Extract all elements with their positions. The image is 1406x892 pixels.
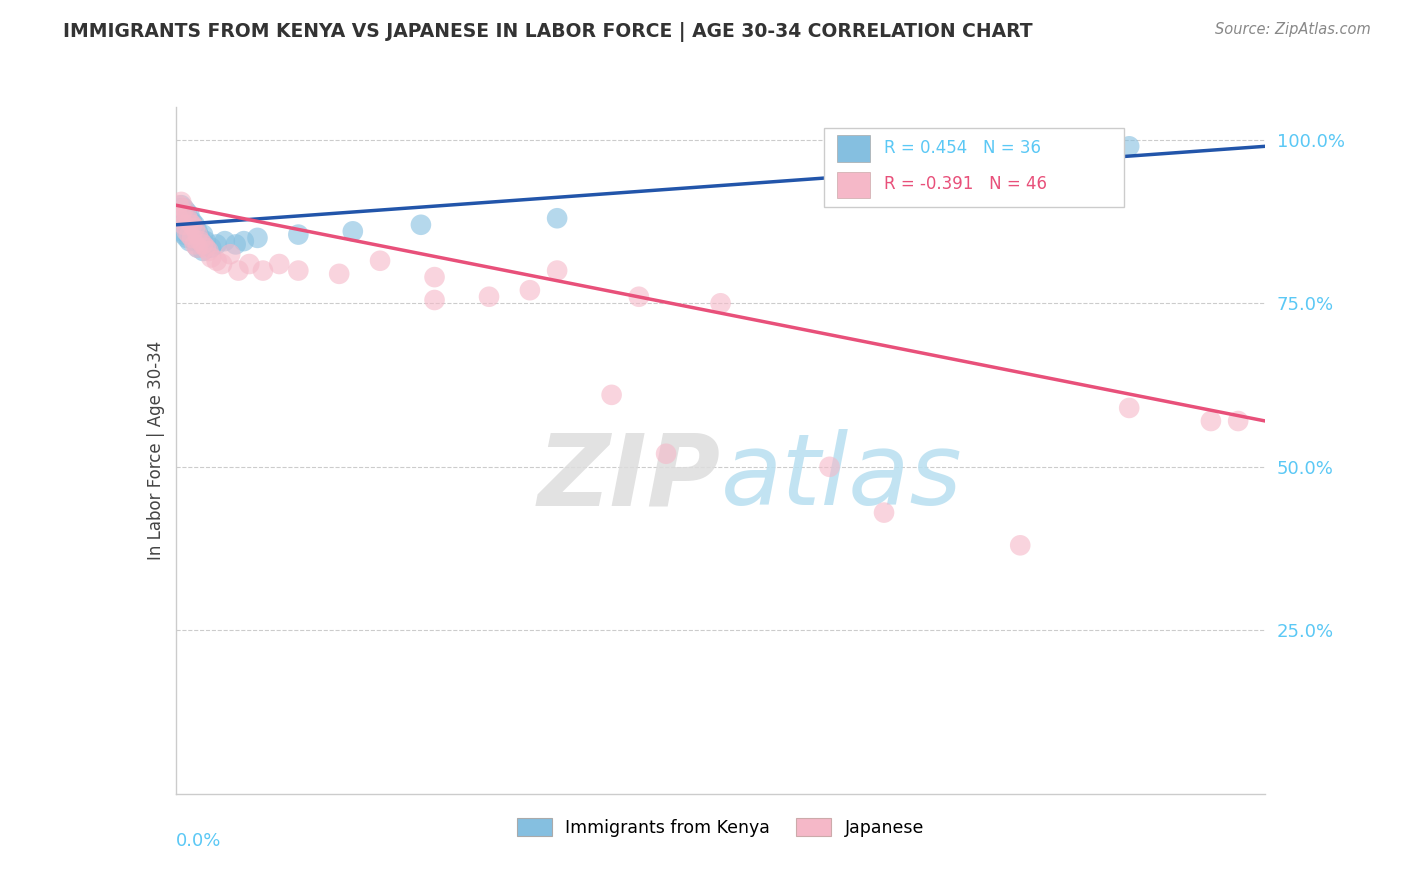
Point — [1199, 414, 1222, 428]
Text: Source: ZipAtlas.com: Source: ZipAtlas.com — [1215, 22, 1371, 37]
Point — [546, 263, 568, 277]
Text: R = 0.454   N = 36: R = 0.454 N = 36 — [884, 139, 1040, 157]
Point — [194, 234, 217, 248]
FancyBboxPatch shape — [837, 136, 870, 161]
Point — [167, 211, 190, 226]
Point — [600, 388, 623, 402]
Point — [200, 241, 222, 255]
Point — [194, 241, 217, 255]
FancyBboxPatch shape — [837, 172, 870, 198]
Point — [478, 290, 501, 304]
Legend: Immigrants from Kenya, Japanese: Immigrants from Kenya, Japanese — [510, 811, 931, 844]
Point — [186, 241, 209, 255]
Point — [170, 194, 193, 209]
Point — [181, 227, 204, 242]
Point — [179, 234, 201, 248]
Point — [176, 204, 198, 219]
Point — [342, 224, 364, 238]
Point — [191, 244, 214, 258]
Point — [167, 218, 190, 232]
Point — [368, 253, 391, 268]
Point — [184, 218, 207, 232]
Point — [287, 263, 309, 277]
Point — [519, 283, 541, 297]
Point — [197, 244, 219, 258]
Point — [219, 247, 242, 261]
Point — [423, 270, 446, 285]
Point — [409, 218, 432, 232]
Point — [1227, 414, 1250, 428]
Point — [170, 208, 193, 222]
Text: ZIP: ZIP — [537, 429, 721, 526]
Point — [170, 224, 193, 238]
Point — [423, 293, 446, 307]
Point — [211, 257, 233, 271]
Point — [170, 208, 193, 222]
Point — [287, 227, 309, 242]
Point — [173, 214, 195, 228]
Point — [188, 231, 211, 245]
Point — [200, 251, 222, 265]
Point — [232, 234, 254, 248]
Point — [176, 218, 198, 232]
FancyBboxPatch shape — [824, 128, 1123, 207]
Point — [170, 198, 193, 212]
Point — [179, 227, 201, 242]
Point — [184, 221, 207, 235]
Point — [184, 237, 207, 252]
Point — [873, 506, 896, 520]
Y-axis label: In Labor Force | Age 30-34: In Labor Force | Age 30-34 — [146, 341, 165, 560]
Point — [186, 227, 209, 242]
Point — [546, 211, 568, 226]
Point — [181, 231, 204, 245]
Point — [710, 296, 733, 310]
Point — [176, 231, 198, 245]
Text: atlas: atlas — [721, 429, 962, 526]
Point — [225, 237, 247, 252]
Text: R = -0.391   N = 46: R = -0.391 N = 46 — [884, 175, 1047, 194]
Point — [205, 253, 228, 268]
Text: 0.0%: 0.0% — [176, 831, 221, 850]
Point — [1118, 401, 1140, 415]
Point — [186, 241, 209, 255]
Point — [228, 263, 250, 277]
Point — [328, 267, 350, 281]
Point — [246, 231, 269, 245]
Point — [173, 202, 195, 216]
Point — [238, 257, 260, 271]
Point — [173, 202, 195, 216]
Point — [179, 208, 201, 222]
Point — [167, 198, 190, 212]
Point — [269, 257, 291, 271]
Point — [167, 211, 190, 226]
Point — [191, 227, 214, 242]
Point — [181, 218, 204, 232]
Point — [179, 214, 201, 228]
Point — [173, 218, 195, 232]
Point — [1118, 139, 1140, 153]
Point — [818, 459, 841, 474]
Point — [167, 202, 190, 216]
Point — [191, 237, 214, 252]
Point — [627, 290, 650, 304]
Point — [179, 221, 201, 235]
Point — [1010, 538, 1032, 552]
Point — [186, 224, 209, 238]
Point — [184, 234, 207, 248]
Text: IMMIGRANTS FROM KENYA VS JAPANESE IN LABOR FORCE | AGE 30-34 CORRELATION CHART: IMMIGRANTS FROM KENYA VS JAPANESE IN LAB… — [63, 22, 1033, 42]
Point — [181, 214, 204, 228]
Point — [214, 234, 236, 248]
Point — [176, 224, 198, 238]
Point — [205, 237, 228, 252]
Point — [252, 263, 274, 277]
Point — [173, 227, 195, 242]
Point — [176, 208, 198, 222]
Point — [655, 447, 678, 461]
Point — [188, 234, 211, 248]
